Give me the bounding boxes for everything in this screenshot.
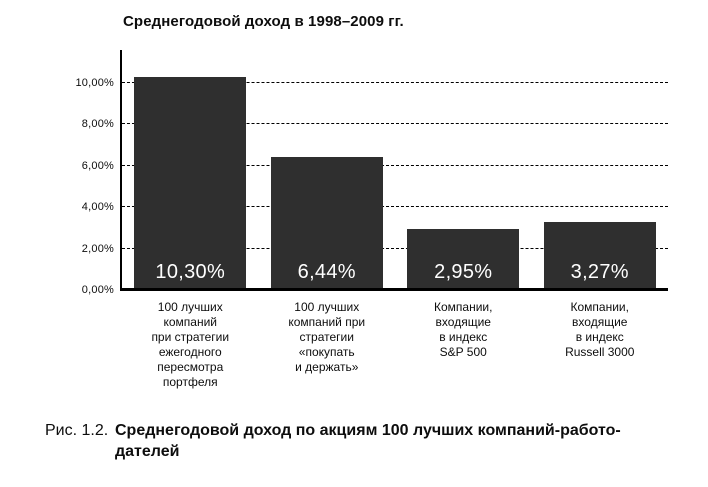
y-tick-label: 10,00% [75, 77, 114, 89]
figure-caption: Рис. 1.2. Среднегодовой доход по акциям … [45, 420, 621, 462]
bar-value-label: 3,27% [570, 261, 629, 283]
x-axis-line [120, 288, 668, 291]
y-tick-label: 6,00% [81, 159, 114, 172]
y-tick-label: 2,00% [81, 242, 114, 255]
y-tick-label: 0,00% [81, 284, 114, 296]
x-category-label-4: Компании, входящие в индекс Russell 3000 [565, 300, 635, 359]
y-tick-label: 8,00% [81, 118, 114, 131]
gridline-6 [122, 164, 668, 166]
bar-value-label: 6,44% [297, 261, 356, 283]
bar-1: 10,30% [134, 76, 247, 290]
x-axis-labels: 100 лучших компаний при стратегии ежегод… [122, 300, 668, 390]
gridline-8 [122, 123, 668, 125]
figure-caption-text: Среднегодовой доход по акциям 100 лучших… [115, 422, 621, 460]
bar-2: 6,44% [270, 156, 383, 290]
gridline-2 [122, 247, 668, 249]
x-category-label-2: 100 лучших компаний при стратегии «покуп… [288, 300, 366, 374]
bar-4: 3,27% [543, 222, 656, 290]
gridline-10 [122, 82, 668, 83]
bar-3: 2,95% [407, 228, 520, 290]
figure-number: Рис. 1.2. [45, 422, 109, 439]
y-axis-line [120, 50, 122, 290]
x-category-label-3: Компании, входящие в индекс S&P 500 [434, 300, 493, 359]
bar-value-label: 2,95% [434, 261, 493, 283]
y-tick-label: 4,00% [81, 201, 114, 214]
bar-value-label: 10,30% [155, 261, 226, 283]
chart-title: Среднегодовой доход в 1998–2009 гг. [123, 13, 404, 30]
x-category-label-1: 100 лучших компаний при стратегии ежегод… [151, 300, 230, 389]
gridline-4 [122, 206, 668, 208]
plot-area: 0,00% 2,00% 4,00% 6,00% 8,00% 10,00% 10,30% 6,4… [75, 50, 668, 296]
